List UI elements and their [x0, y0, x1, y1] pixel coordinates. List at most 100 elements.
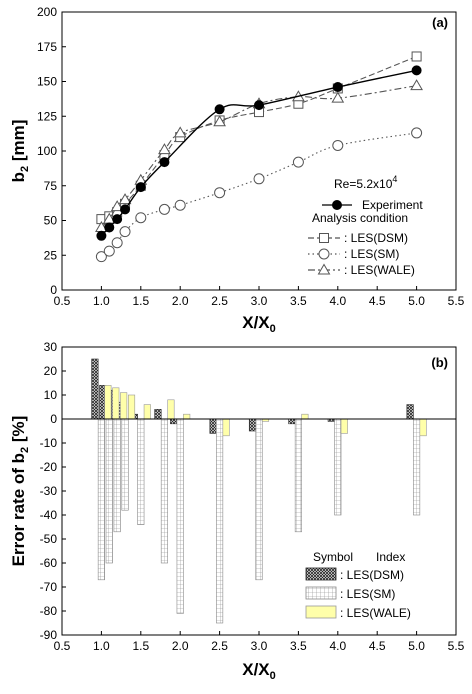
panel-a-x-tick-label: 5.5	[448, 294, 465, 308]
bar	[120, 392, 128, 420]
bar	[176, 418, 184, 614]
panel-b-y-axis-title: Error rate of b2 [%]	[9, 416, 31, 567]
data-point	[96, 230, 107, 241]
panel-a-y-tick-label: 150	[37, 75, 57, 89]
legend-a-entry: Experiment	[322, 198, 423, 212]
panel-a-series	[95, 51, 423, 263]
legend-b-entry: : LES(SM)	[305, 586, 395, 601]
bar	[209, 418, 217, 434]
bar	[216, 418, 224, 624]
series-3	[95, 79, 423, 232]
panel-a-x-tick-label: 1.0	[93, 294, 110, 308]
bar	[183, 413, 191, 420]
data-point	[214, 187, 226, 199]
legend-swatch	[305, 567, 337, 581]
bar	[167, 399, 175, 420]
panel-a-x-tick-label: 4.0	[329, 294, 346, 308]
data-point	[95, 251, 107, 263]
bar	[288, 418, 296, 425]
legend-b-entry: : LES(WALE)	[305, 605, 411, 620]
bar	[112, 387, 120, 420]
legend-a-title: Re=5.2x104	[334, 174, 397, 191]
legend-a-title-sup: 4	[392, 174, 397, 184]
data-point	[411, 65, 422, 76]
panel-b-x-tick-label: 1.0	[93, 639, 110, 653]
legend-label: : LES(DSM)	[340, 568, 404, 582]
panel-b-y-tick-label: -90	[40, 628, 58, 642]
panel-a-x-tick-label: 2.5	[211, 294, 228, 308]
bar	[334, 418, 342, 516]
series-2	[95, 127, 423, 263]
legend-a-entry: : LES(WALE)	[308, 263, 415, 277]
bar	[248, 418, 257, 432]
data-point	[292, 156, 304, 168]
data-point	[120, 204, 131, 215]
panel-b-x-tick-label: 3.0	[251, 639, 268, 653]
bar	[91, 358, 99, 420]
panel-b-y-tick-label: 20	[44, 364, 58, 378]
data-point	[411, 51, 422, 62]
panel-a-y-axis-title: b2 [mm]	[9, 120, 31, 183]
panel-b-x-tick-label: 4.0	[329, 639, 346, 653]
panel-a-x-tick-label: 4.5	[369, 294, 386, 308]
panel-b-x-title-main: X/X	[242, 660, 270, 679]
panel-b-y-tick-label: -50	[40, 532, 58, 546]
panel-b-x-tick-label: 5.5	[448, 639, 465, 653]
legend-swatch	[305, 586, 337, 600]
legend-marker	[317, 263, 331, 275]
panel-b-bars	[62, 358, 456, 624]
panel-b-x-title-sub: 0	[270, 670, 276, 682]
legend-a-entry: : LES(SM)	[308, 247, 399, 261]
panel-a-x-title-main: X/X	[242, 313, 270, 332]
data-point	[254, 100, 264, 111]
data-point	[103, 245, 115, 257]
legend-label: : LES(WALE)	[344, 263, 415, 277]
data-point	[331, 91, 345, 103]
data-point	[213, 115, 226, 127]
legend-label: Experiment	[362, 198, 423, 212]
panel-a-x-tick-label: 3.0	[251, 294, 268, 308]
panel-b-error-chart: (b) Error rate of b2 [%] X/X0 0.5 1.0 1.5 2…	[9, 340, 465, 682]
legend-label: : LES(DSM)	[344, 231, 408, 245]
data-point	[111, 237, 123, 249]
data-point	[173, 126, 187, 138]
data-point	[135, 212, 147, 224]
panel-b-y-title-sub: 2	[19, 447, 31, 453]
legend-marker	[318, 248, 330, 260]
bar	[127, 394, 136, 420]
panel-b-y-title-main: Error rate of b	[9, 453, 28, 566]
panel-b-x-tick-label: 4.5	[369, 639, 386, 653]
bar	[340, 418, 348, 434]
panel-b-y-tick-label: -70	[40, 580, 58, 594]
bar	[170, 418, 178, 425]
bar	[222, 418, 230, 437]
legend-label: : LES(SM)	[344, 247, 399, 261]
data-point	[332, 139, 344, 151]
data-point	[158, 203, 170, 215]
bar	[255, 418, 263, 581]
panel-b-x-tick-label: 0.5	[54, 639, 71, 653]
legend-marker	[319, 233, 329, 243]
panel-a-y-tick-label: 25	[44, 248, 58, 262]
data-point	[158, 143, 171, 155]
panel-a-x-tick-label: 5.0	[408, 294, 425, 308]
data-point	[174, 199, 186, 211]
data-point	[118, 193, 132, 205]
bar	[113, 418, 121, 533]
bar	[137, 418, 145, 525]
panel-a-x-tick-label: 2.0	[172, 294, 189, 308]
bar	[406, 404, 414, 420]
panel-b-y-tick-label: -30	[40, 484, 58, 498]
bar	[97, 418, 105, 581]
panel-b-y-tick-label: -40	[40, 508, 58, 522]
bar	[105, 418, 113, 564]
panel-a-axes: 0.5 1.0 1.5 2.0 2.5 3.0 3.5 4.0 4.5 5.0 5.5 0 25 50 75…	[37, 5, 465, 308]
panel-b-y-tick-label: -60	[40, 556, 58, 570]
series-line	[101, 132, 417, 258]
bar	[419, 418, 427, 437]
panel-b-y-tick-label: 10	[44, 388, 58, 402]
legend-marker	[332, 200, 342, 210]
panel-a-y-tick-label: 75	[44, 179, 58, 193]
legend-b-header-index: Index	[376, 550, 405, 564]
panel-b-x-tick-label: 5.0	[408, 639, 425, 653]
